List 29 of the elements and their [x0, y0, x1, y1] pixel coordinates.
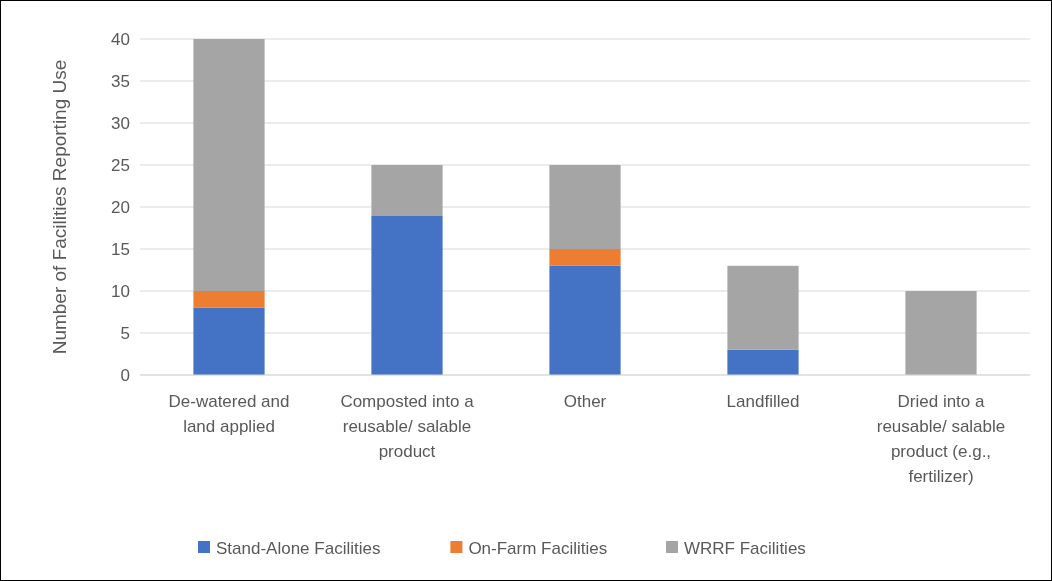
bar: [371, 215, 443, 375]
y-tick-label: 10: [111, 281, 130, 301]
bar: [549, 249, 621, 266]
y-tick-label: 15: [111, 239, 130, 259]
y-tick-label: 0: [120, 365, 130, 385]
bar: [727, 349, 799, 375]
x-tick-label: Other: [563, 392, 607, 411]
y-axis-title: Number of Facilities Reporting Use: [49, 59, 70, 355]
bar: [193, 307, 265, 375]
x-tick-label: Dried into a reusable/ salable product (e.g., fertilizer): [876, 392, 1006, 486]
y-tick-label: 30: [111, 113, 130, 133]
legend-label: On-Farm Facilities: [468, 538, 608, 558]
bar: [371, 165, 443, 216]
bar: [727, 265, 799, 350]
bar: [549, 165, 621, 249]
y-tick-label: 20: [111, 197, 130, 217]
y-tick-label: 40: [111, 29, 130, 49]
y-tick-label: 5: [120, 323, 130, 343]
y-tick-label: 25: [111, 155, 130, 175]
bar: [193, 39, 265, 291]
y-tick-label: 35: [111, 71, 130, 91]
x-tick-label: Composted into a reusable/ salable product: [340, 392, 475, 461]
legend-label: Stand-Alone Facilities: [216, 538, 381, 558]
legend-label: WRRF Facilities: [684, 538, 806, 558]
bar: [193, 291, 265, 308]
x-tick-label: Landfilled: [726, 392, 800, 411]
bar: [905, 291, 977, 375]
bar: [549, 265, 621, 375]
x-tick-label: De-watered and land applied: [168, 392, 290, 436]
